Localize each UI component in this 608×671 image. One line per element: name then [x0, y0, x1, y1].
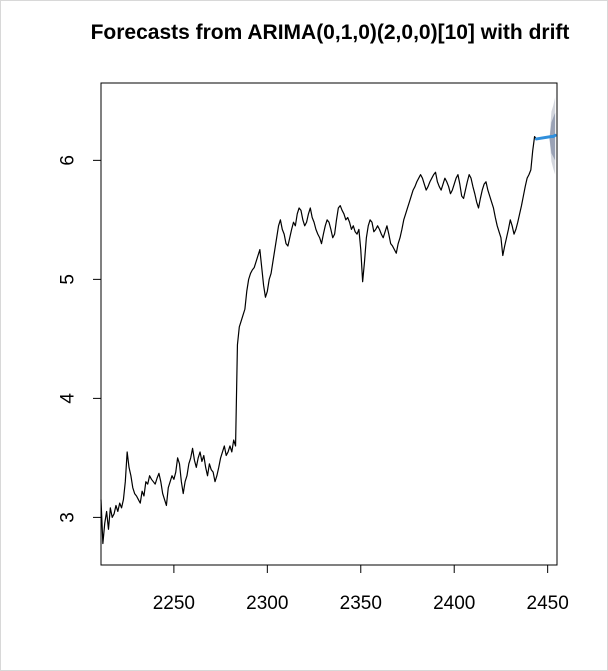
x-tick-label: 2450 — [527, 593, 569, 614]
plot-area-border — [100, 82, 558, 566]
y-tick-label: 3 — [58, 512, 79, 523]
historical-series-line — [100, 135, 537, 545]
x-tick-label: 2350 — [340, 593, 382, 614]
forecast-line — [534, 133, 557, 141]
chart-title: Forecasts from ARIMA(0,1,0)(2,0,0)[10] w… — [91, 21, 570, 44]
y-tick-label: 4 — [58, 393, 79, 404]
x-tick-label: 2300 — [246, 593, 288, 614]
x-axis-ticks: 2250 2300 2350 2400 2450 — [153, 565, 569, 614]
y-tick-label: 6 — [58, 155, 79, 166]
series-group — [100, 133, 557, 545]
y-tick-label: 5 — [58, 274, 79, 285]
x-tick-label: 2250 — [153, 593, 195, 614]
y-axis-ticks: 3 4 5 6 — [58, 155, 101, 523]
x-tick-label: 2400 — [433, 593, 475, 614]
